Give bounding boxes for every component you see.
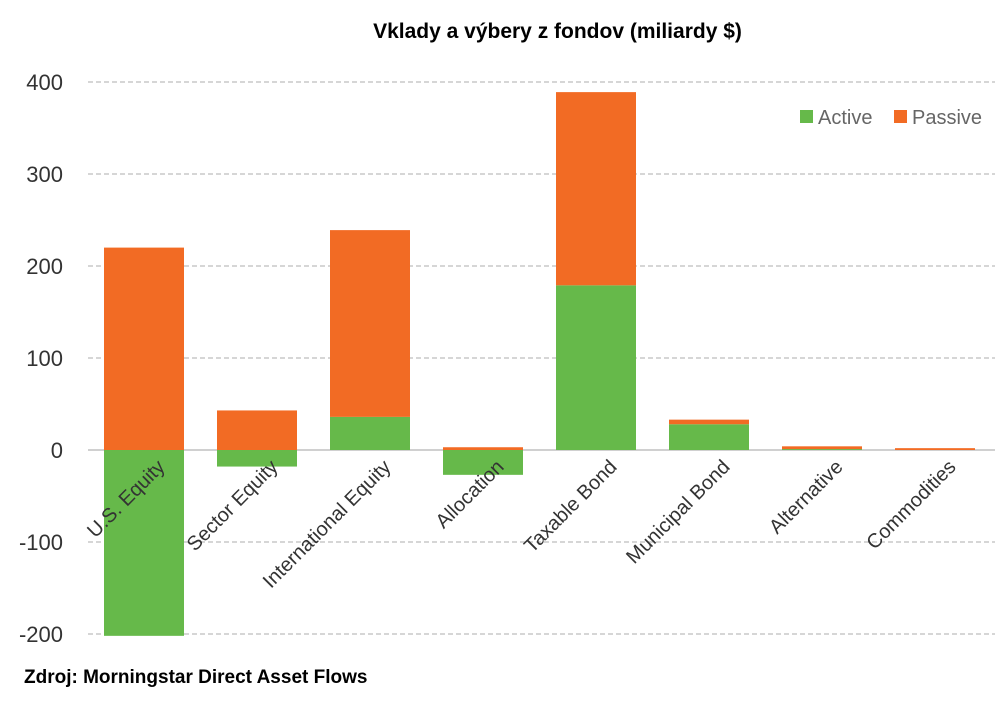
bar-passive	[556, 92, 636, 286]
bar-passive	[104, 247, 184, 450]
chart-title: Vklady a výbery z fondov (miliardy $)	[373, 20, 742, 43]
bar-passive	[217, 410, 297, 450]
bar-passive	[782, 446, 862, 450]
y-tick-label: 100	[26, 346, 63, 371]
legend-label-active: Active	[818, 107, 872, 129]
bar-passive	[669, 419, 749, 425]
y-tick-label: 200	[26, 254, 63, 279]
bar-passive	[330, 230, 410, 417]
y-tick-label: 0	[51, 438, 63, 463]
bar-active	[669, 424, 749, 450]
category-label: Commodities	[862, 456, 960, 554]
bar-active	[217, 450, 297, 467]
legend-swatch-active	[800, 110, 813, 123]
bar-passive	[895, 448, 975, 450]
source-note: Zdroj: Morningstar Direct Asset Flows	[24, 667, 368, 688]
bar-active	[443, 450, 523, 475]
bar-passive	[443, 447, 523, 450]
category-label: Municipal Bond	[622, 456, 734, 568]
bar-active	[330, 416, 410, 450]
y-tick-label: 300	[26, 162, 63, 187]
category-label: International Equity	[259, 456, 396, 593]
legend-swatch-passive	[894, 110, 907, 123]
category-label: Sector Equity	[183, 456, 283, 556]
bar-active	[556, 285, 636, 450]
bar-active	[782, 449, 862, 450]
y-tick-label: -100	[19, 530, 63, 555]
legend-label-passive: Passive	[912, 107, 982, 129]
y-tick-label: 400	[26, 70, 63, 95]
category-label: Alternative	[765, 456, 847, 538]
y-tick-label: -200	[19, 622, 63, 647]
bar-active	[104, 450, 184, 636]
